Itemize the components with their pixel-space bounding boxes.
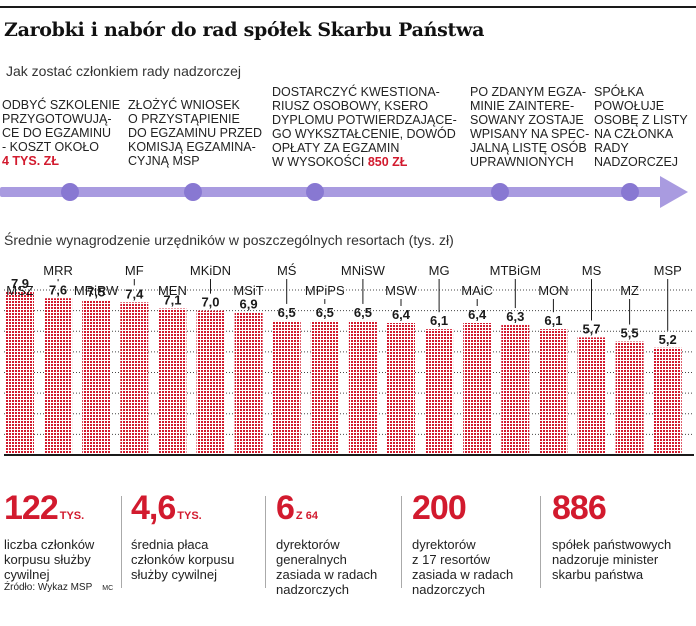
stat-unit: TYS. [177, 510, 202, 522]
bar-ms [577, 337, 606, 455]
stat-divider [121, 496, 122, 588]
category-label: MON [538, 283, 568, 298]
timeline-step-1: ODBYĆ SZKOLENIE PRZYGOTOWUJĄ- CE DO EGZA… [2, 98, 121, 168]
bar-value-label: 6,4 [468, 307, 487, 322]
bar-value-label: 5,7 [582, 321, 600, 336]
stat-divider [540, 496, 541, 588]
top-rule [0, 6, 696, 8]
timeline-bar [0, 187, 664, 197]
bar-value-label: 7,9 [11, 276, 29, 291]
bar-mtbigm [501, 325, 530, 455]
bar-mrr [44, 298, 73, 455]
stat-divider [265, 496, 266, 588]
category-label: MTBiGM [490, 263, 541, 278]
bar-men [158, 308, 187, 455]
bar-value-label: 6,5 [316, 305, 334, 320]
stat-average-pay: 4,6 TYS. średnia płaca członków korpusu s… [131, 489, 234, 582]
category-label: MSiT [233, 283, 263, 298]
bar-value-label: 6,9 [240, 297, 258, 312]
stat-companies: 886 spółek państwowych nadzoruje ministe… [552, 489, 671, 582]
stat-divider [401, 496, 402, 588]
category-label: MAiC [461, 283, 493, 298]
category-label: MF [125, 263, 144, 278]
category-label: MEN [158, 283, 187, 298]
stat-unit: TYS. [59, 510, 85, 522]
category-label: MŚ [277, 263, 297, 278]
bar-mkidn [196, 310, 225, 455]
stat-value: 4,6 [131, 489, 176, 527]
bar-value-label: 5,2 [659, 332, 677, 347]
timeline-dot [184, 183, 202, 201]
bar-mrirw [82, 300, 111, 455]
stat-directors: 200 dyrektorów z 17 resortów zasiada w r… [412, 489, 513, 597]
stat-description: dyrektorów z 17 resortów zasiada w radac… [412, 537, 514, 597]
stat-corps-size: 122 TYS. liczba członków korpusu służby c… [4, 489, 94, 582]
stat-value: 6 [276, 489, 295, 527]
timeline-step-3: DOSTARCZYĆ KWESTIONA- RIUSZ OSOBOWY, KSE… [272, 85, 457, 169]
bar-mon [539, 329, 568, 455]
bar-mz [615, 341, 644, 455]
timeline-step-4: PO ZDANYM EGZA- MINIE ZAINTERE- SOWANY Z… [470, 85, 590, 169]
timeline-step-2: ZŁOŻYĆ WNIOSEK O PRZYSTĄPIENIE DO EGZAMI… [128, 98, 263, 168]
bar-mg [425, 329, 454, 455]
bar-value-label: 6,1 [544, 313, 562, 328]
source-note: Źródło: Wykaz MSP MC [4, 582, 113, 593]
timeline-arrow [0, 176, 688, 208]
bar-value-label: 6,4 [392, 307, 411, 322]
category-label: MRiRW [74, 283, 119, 298]
stat-description: średnia płaca członków korpusu służby cy… [131, 537, 235, 582]
bar-mnisw [348, 320, 377, 455]
bar-value-label: 6,5 [354, 305, 372, 320]
bar-mpips [310, 320, 339, 455]
category-label: MPiPS [305, 283, 345, 298]
timeline-subtitle: Jak zostać członkiem rady nadzorczej [6, 63, 241, 79]
stat-unit: Z 64 [295, 510, 318, 522]
bar-mś [272, 320, 301, 455]
timeline-arrowhead [660, 176, 688, 208]
chart-title: Średnie wynagrodzenie urzędników w poszc… [4, 232, 454, 248]
source-text: Źródło: Wykaz MSP [4, 582, 93, 593]
page-title: Zarobki i nabór do rad spółek Skarbu Pań… [4, 19, 485, 41]
bar-value-label: 6,1 [430, 313, 448, 328]
step-highlight: 4 TYS. ZŁ [2, 154, 59, 168]
bar-value-label: 7,0 [201, 295, 219, 310]
timeline-dot [621, 183, 639, 201]
timeline-dot [61, 183, 79, 201]
timeline-dot [491, 183, 509, 201]
category-label: MNiSW [341, 263, 386, 278]
step-highlight: 850 ZŁ [367, 155, 408, 169]
timeline-dot [306, 183, 324, 201]
bar-maic [463, 323, 492, 455]
bar-value-label: 7,1 [163, 293, 181, 308]
category-label: MS [582, 263, 602, 278]
bar-value-label: 5,5 [621, 326, 639, 341]
bar-msit [234, 312, 263, 455]
category-label: MG [429, 263, 450, 278]
timeline-step-5: SPÓŁKA POWOŁUJE OSOBĘ Z LISTY NA CZŁONKA… [594, 85, 688, 169]
bar-msz [6, 292, 34, 455]
category-label: MKiDN [190, 263, 231, 278]
bar-mf [120, 302, 149, 455]
category-label: MSP [654, 263, 682, 278]
bar-msw [387, 323, 415, 455]
bar-value-label: 6,5 [278, 305, 296, 320]
bar-msp [653, 347, 682, 455]
stat-value: 886 [552, 489, 607, 527]
bar-value-label: 7,5 [87, 284, 105, 299]
category-label: MSZ [6, 283, 34, 298]
author-code: MC [102, 585, 114, 592]
category-label: MRR [43, 263, 73, 278]
stat-description: spółek państwowych nadzoruje minister sk… [552, 537, 672, 582]
stat-description: liczba członków korpusu służby cywilnej [4, 537, 95, 582]
stat-value: 122 [4, 489, 59, 527]
stat-value: 200 [412, 489, 467, 527]
category-label: MSW [385, 283, 418, 298]
bar-value-label: 7,6 [49, 282, 67, 297]
stat-description: dyrektorów generalnych zasiada w radach … [276, 537, 378, 597]
bar-value-label: 6,3 [506, 309, 524, 324]
bar-value-label: 7,4 [125, 286, 144, 301]
category-label: MZ [620, 283, 639, 298]
